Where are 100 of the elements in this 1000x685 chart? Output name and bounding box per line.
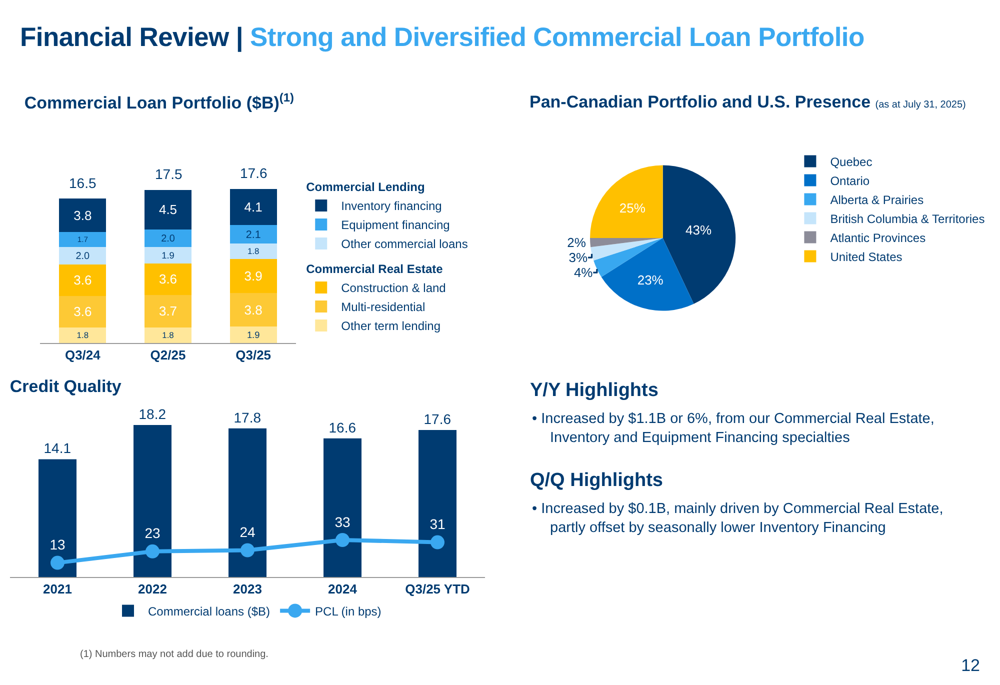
bar [230,259,277,294]
bar [230,243,277,259]
data-label: 3.6 [158,272,178,287]
bar [144,327,192,343]
legend-label: Equipment financing [341,218,450,232]
legend-label: Atlantic Provinces [830,230,926,245]
data-label: 43% [686,222,712,238]
bar [134,425,172,577]
data-label: 3.8 [74,208,92,223]
data-label: 2.1 [246,228,261,241]
bar [324,438,362,577]
data-label: 1.8 [76,330,89,340]
data-label: 3.9 [244,268,262,284]
legend-label: United States [830,250,902,264]
x-tick-label: 2023 [233,582,262,597]
text: • Increased by $1.1B or 6%, from our Commercial Real Estate, Inventory and Equipment Financing specialties [532,410,936,448]
text: 12 [961,656,980,676]
data-label: 23 [144,525,160,542]
x-tick-label: Q3/25 YTD [405,582,470,597]
point [430,535,444,550]
point [336,532,350,547]
total-label: 17.6 [240,165,268,181]
data-label: 17.6 [424,411,452,428]
pie-slice [601,238,694,311]
legend-label: Construction & land [341,281,446,296]
chart-title: Credit Quality [10,376,122,396]
data-label: 3% [568,250,588,266]
legend-label: PCL (in bps) [315,604,382,618]
bar [418,430,456,577]
bar [59,264,106,296]
chart-title: Commercial Loan Portfolio ($B)$^{(1)}$ [24,90,294,113]
bar [230,326,277,343]
legend-label: Quebec [830,154,872,169]
data-label: 2.0 [76,250,90,262]
data-label: 1.9 [246,330,260,340]
bar [144,190,192,230]
data-label: 17.8 [234,409,262,426]
x-tick-label: 2022 [138,582,167,597]
legend-label: Other term lending [341,319,441,334]
data-label: 3.6 [74,272,92,288]
legend-label: British Columbia & Territories [830,212,985,226]
bar [59,232,106,247]
bar [59,327,106,343]
point [146,544,160,558]
text: Financial Review | [20,22,243,52]
data-label: 23% [637,272,664,288]
total-label: 16.5 [69,175,96,191]
data-label: 4.5 [158,202,178,218]
point [50,556,64,570]
total-label: 17.5 [155,166,182,182]
bar [144,246,192,264]
x-tick-label: Q3/24 [64,348,102,363]
text: Strong and Diversified Commercial Loan Portfolio [250,22,864,52]
data-label: 3.8 [244,302,262,318]
bar [230,293,277,326]
data-label: 1.8 [247,246,260,256]
data-label: 2% [567,235,586,250]
data-label: 3.6 [74,304,92,319]
legend-label: Inventory financing [341,199,442,214]
data-label: 24 [240,524,256,540]
pie-slice [590,238,663,260]
bar [59,296,106,328]
bar [228,428,266,577]
pie-slice [590,238,663,248]
data-label: 1.9 [162,250,174,260]
bar [230,189,277,225]
pie-slice [590,165,663,238]
data-label: 25% [619,200,646,216]
bar [144,229,192,247]
data-label: 4.1 [244,199,262,214]
bar [59,246,106,264]
data-label: 18.2 [138,406,166,422]
data-label: 13 [50,536,66,553]
bar [230,224,277,244]
chart-title: Pan-Canadian Portfolio and U.S. Presence [530,92,871,112]
data-label: 1.8 [162,330,174,340]
text: Commercial Lending [306,180,425,194]
legend-label: Multi-residential [341,300,426,314]
bar [144,263,192,295]
chart-subtitle: (as at July 31, 2025) [875,99,966,110]
bar [59,198,106,232]
data-label: 3.7 [158,304,178,319]
point [240,543,254,558]
text: Y/Y Highlights [530,380,660,402]
legend-label: Alberta & Prairies [830,192,924,207]
data-label: 33 [334,514,350,530]
text: Q/Q Highlights [530,470,664,492]
data-label: 14.1 [44,440,72,456]
data-label: 16.6 [328,419,356,436]
legend-label: Commercial loans ($B) [148,604,270,618]
text: (1) Numbers may not add due to rounding. [80,649,268,660]
text: • Increased by $0.1B, mainly driven by Commercial Real Estate, partly offset by seasonally lower Inventory Financing [532,500,944,538]
legend-label: Ontario [830,174,870,188]
bar [38,459,76,577]
text: Commercial Real Estate [306,262,444,276]
x-tick-label: 2021 [43,582,72,597]
pie-slice [662,165,736,304]
x-tick-label: Q3/25 [236,348,272,363]
data-label: 4% [574,265,594,280]
data-label: 2.0 [161,233,176,244]
